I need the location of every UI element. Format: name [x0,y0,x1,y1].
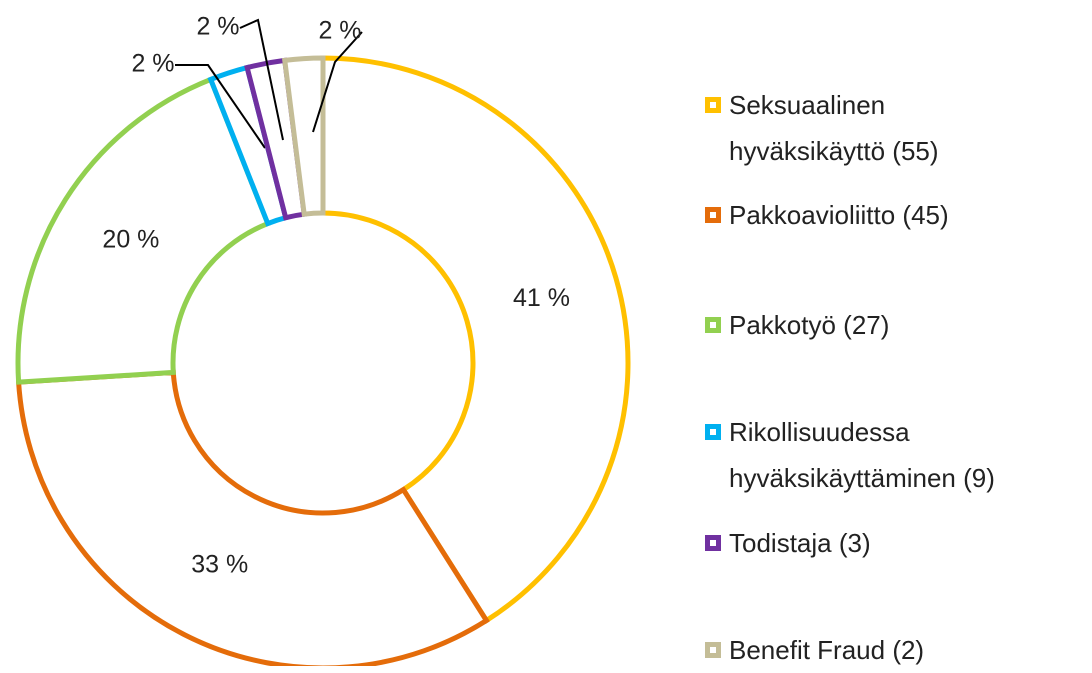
data-label: 41 % [513,284,570,312]
leader-line [312,31,363,133]
data-label: 2 % [131,50,174,78]
legend-item: Pakkotyö (27) [705,302,1090,348]
legend-label: Todistaja (3) [729,528,871,558]
legend-swatch [705,97,721,113]
data-label: 33 % [191,550,248,578]
donut-segment [15,76,272,385]
legend-swatch [705,424,721,440]
data-label: 2 % [196,13,239,41]
legend-label: Rikollisuudessa hyväksikäyttäminen (9) [729,417,995,493]
legend-item: Todistaja (3) [705,520,1090,566]
data-label: 20 % [102,226,159,254]
donut-segment [320,55,631,624]
legend-label: Seksuaalinen hyväksikäyttö (55) [729,90,939,166]
legend-swatch [705,535,721,551]
legend-item: Benefit Fraud (2) [705,627,1090,673]
legend-label: Pakkoavioliitto (45) [729,200,949,230]
data-label: 2 % [318,17,361,45]
legend-item: Rikollisuudessa hyväksikäyttäminen (9) [705,409,1090,501]
legend-label: Benefit Fraud (2) [729,635,925,665]
leader-line [239,18,284,141]
donut-segment [281,55,326,217]
donut-segment [15,369,490,666]
legend-label: Pakkotyö (27) [729,310,890,340]
legend-swatch [705,207,721,223]
legend-item: Pakkoavioliitto (45) [705,192,1090,238]
legend-item: Seksuaalinen hyväksikäyttö (55) [705,82,1090,174]
donut: 41 % 33 % 20 % 2 % 2 % 2 % [15,13,631,666]
legend-swatch [705,642,721,658]
legend-swatch [705,317,721,333]
leader-line [175,64,266,149]
